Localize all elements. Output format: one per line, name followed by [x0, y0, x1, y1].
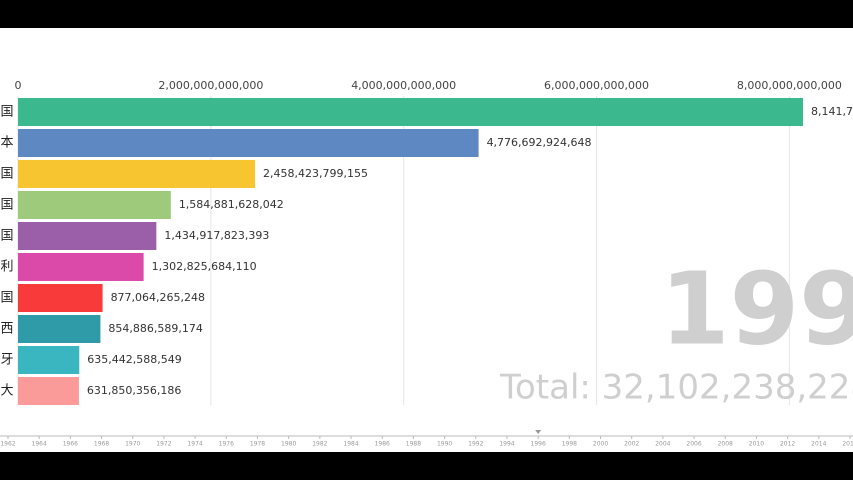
value-label: 1,584,881,628,042	[179, 198, 284, 211]
timeline-label: 1968	[94, 441, 109, 448]
timeline-label: 1992	[468, 441, 483, 448]
timeline-label: 1964	[32, 441, 47, 448]
total-label: Total: 32,102,238,228,9	[499, 368, 853, 408]
timeline-label: 1976	[219, 441, 234, 448]
x-tick-label: 4,000,000,000,000	[351, 79, 456, 92]
category-label: 本	[0, 136, 13, 151]
timeline-label: 1974	[187, 441, 202, 448]
category-label: 大	[0, 384, 13, 399]
bar	[18, 160, 256, 188]
value-label: 854,886,589,174	[108, 322, 202, 335]
timeline-label: 1978	[250, 441, 265, 448]
bar	[18, 315, 101, 343]
bar	[18, 222, 157, 250]
bar	[18, 253, 144, 281]
timeline-label: 1966	[63, 441, 78, 448]
timeline-label: 2012	[780, 441, 795, 448]
bar	[18, 346, 80, 374]
value-label: 4,776,692,924,648	[487, 136, 592, 149]
value-label: 1,302,825,684,110	[152, 260, 257, 273]
category-label: 西	[0, 322, 13, 337]
timeline-label: 1998	[562, 441, 577, 448]
bar	[18, 284, 103, 312]
category-label: 国	[0, 198, 13, 213]
timeline-label: 2002	[624, 441, 639, 448]
bar	[18, 377, 79, 405]
x-tick-label: 0	[15, 79, 22, 92]
timeline-label: 1972	[156, 441, 171, 448]
category-label: 利	[0, 260, 13, 275]
category-label: 国	[0, 167, 13, 182]
value-label: 635,442,588,549	[87, 353, 181, 366]
x-tick-label: 6,000,000,000,000	[544, 79, 649, 92]
timeline-label: 1982	[312, 441, 327, 448]
timeline-label: 1986	[375, 441, 390, 448]
value-label: 1,434,917,823,393	[164, 229, 269, 242]
timeline-label: 2008	[718, 441, 733, 448]
timeline-label: 2014	[811, 441, 826, 448]
value-label: 631,850,356,186	[87, 384, 181, 397]
category-label: 国	[0, 291, 13, 306]
timeline-label: 2010	[749, 441, 764, 448]
bar	[18, 98, 804, 126]
timeline-label: 2016	[842, 441, 853, 448]
value-label: 2,458,423,799,155	[263, 167, 368, 180]
x-tick-label: 2,000,000,000,000	[158, 79, 263, 92]
bar	[18, 129, 479, 157]
timeline-pointer	[535, 430, 542, 434]
year-label: 1996	[660, 250, 853, 367]
category-label: 国	[0, 229, 13, 244]
value-label: 8,141,7	[811, 105, 853, 118]
value-label: 877,064,265,248	[111, 291, 205, 304]
timeline-label: 1994	[499, 441, 514, 448]
timeline-label: 1970	[125, 441, 140, 448]
timeline-label: 1996	[531, 441, 546, 448]
x-tick-label: 8,000,000,000,000	[737, 79, 842, 92]
category-label: 牙	[0, 353, 13, 368]
timeline-label: 1984	[343, 441, 358, 448]
timeline-label: 1980	[281, 441, 296, 448]
timeline-label: 2000	[593, 441, 608, 448]
category-label: 国	[0, 105, 13, 120]
timeline-label: 2004	[655, 441, 670, 448]
timeline-label: 1988	[406, 441, 421, 448]
bar	[18, 191, 171, 219]
timeline-label: 1962	[0, 441, 15, 448]
timeline-label: 2006	[686, 441, 701, 448]
timeline-label: 1990	[437, 441, 452, 448]
